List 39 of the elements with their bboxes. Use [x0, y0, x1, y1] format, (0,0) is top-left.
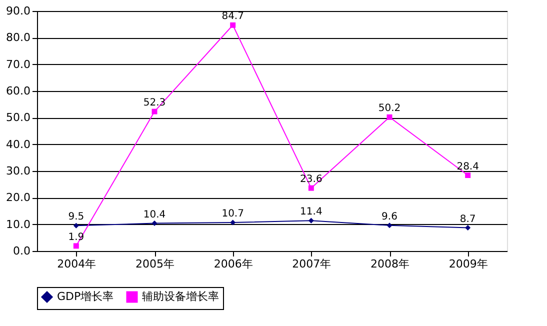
data-label: 8.7	[460, 214, 476, 225]
data-label: 9.5	[68, 212, 84, 223]
point	[386, 222, 392, 228]
y-tick-label: 30.0	[6, 164, 30, 178]
x-tick-label: 2008年	[370, 258, 410, 270]
y-tick-label: 40.0	[6, 138, 30, 151]
legend-label: GDP增长率	[57, 290, 114, 303]
data-label: 84.7	[222, 11, 244, 22]
point	[230, 22, 236, 28]
x-tick-label: 2004年	[57, 258, 96, 270]
data-label: 50.2	[378, 103, 401, 114]
x-tick-label: 2007年	[292, 258, 332, 270]
legend-label: 辅助设备增长率	[142, 290, 219, 303]
point	[152, 220, 158, 226]
point	[465, 172, 471, 178]
y-tick-label: 50.0	[6, 111, 30, 124]
data-label: 9.6	[382, 211, 398, 222]
point	[308, 218, 314, 224]
point	[230, 220, 236, 226]
x-tick-label: 2009年	[448, 258, 488, 270]
y-tick-label: 60.0	[6, 84, 30, 98]
point	[152, 108, 158, 114]
point	[386, 114, 392, 120]
y-tick-label: 0.0	[13, 244, 30, 258]
x-tick-label: 2005年	[136, 258, 174, 270]
data-label: 28.4	[456, 161, 479, 172]
y-tick-label: 80.0	[6, 31, 30, 44]
y-tick-label: 20.0	[6, 191, 30, 204]
data-label: 10.4	[143, 209, 166, 220]
y-tick-label: 70.0	[6, 58, 30, 71]
point	[308, 185, 314, 191]
y-tick-label: 90.0	[6, 4, 30, 18]
x-tick-label: 2006年	[214, 258, 253, 270]
point	[73, 243, 79, 249]
y-tick-label: 10.0	[6, 218, 30, 231]
data-label: 10.7	[222, 208, 244, 220]
point	[465, 225, 471, 231]
data-label: 11.4	[300, 206, 322, 218]
point	[73, 222, 79, 228]
